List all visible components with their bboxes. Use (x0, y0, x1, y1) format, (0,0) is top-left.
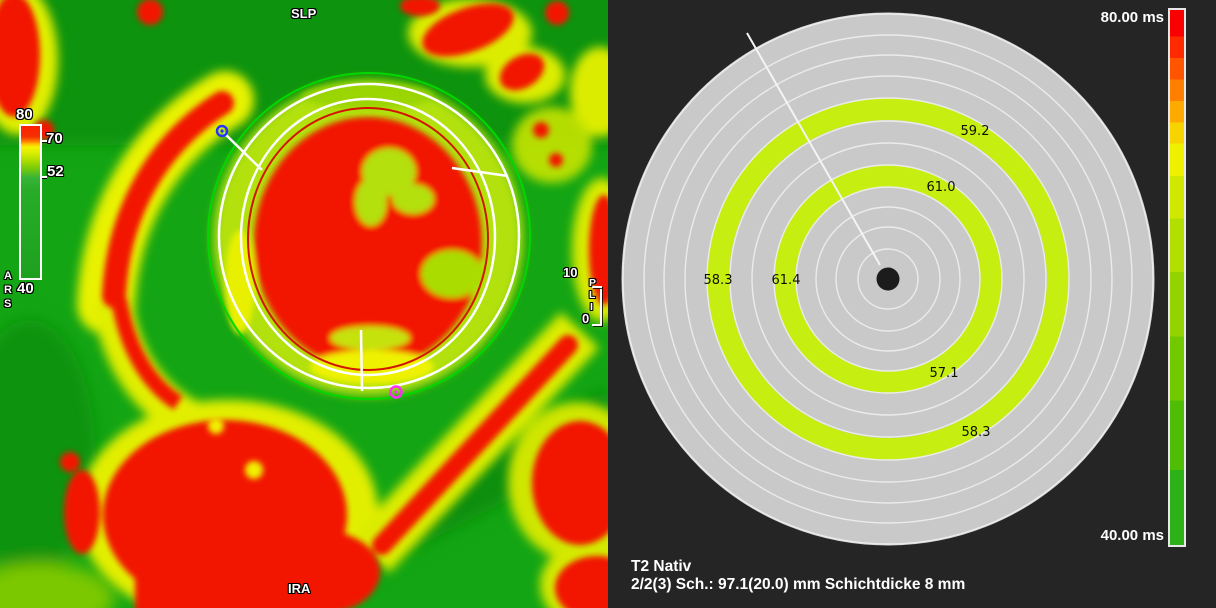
anterior-insertion-marker-dot (220, 129, 224, 133)
t2-value-outer-top: 59.2 (961, 124, 990, 139)
bullseye-inner-highlight-ring[interactable] (774, 165, 1002, 393)
scale-tick-40: 40 (17, 280, 34, 297)
scale-tickmark-52 (42, 176, 47, 178)
t2-value-outer-bottom: 58.3 (962, 425, 991, 440)
bullseye-center-dot (876, 267, 900, 291)
ruler-label-10: 10 (563, 265, 578, 280)
t2-value-inner-left: 61.4 (772, 273, 801, 288)
orientation-letter-p: P (589, 277, 597, 289)
outer-offset-contour[interactable] (217, 82, 521, 390)
t2-value-inner-top: 61.0 (927, 180, 956, 195)
slice-info: 2/2(3) Sch.: 97.1(20.0) mm Schichtdicke … (631, 576, 966, 593)
t2-color-map-canvas[interactable] (0, 0, 608, 608)
series-title: T2 Nativ (631, 558, 692, 575)
map-blood-pool (208, 83, 483, 479)
contour-overlay[interactable] (207, 72, 531, 400)
ruler-tick-top (592, 286, 602, 288)
bullseye-outer-highlight-ring[interactable] (707, 98, 1069, 460)
scale-tickmark-70 (42, 140, 47, 142)
reference-angle-pointer[interactable] (746, 32, 881, 266)
bullseye-grid-circles (622, 13, 1154, 545)
inferior-insertion-marker-dot (394, 390, 398, 394)
scale-tick-52: 52 (47, 163, 64, 180)
bullseye-panel: 59.2 61.0 58.3 61.4 57.1 58.3 80.00 ms 4… (608, 0, 1216, 608)
segment-divider-inferior (359, 329, 364, 392)
ruler-line (600, 286, 602, 326)
ruler-tick-bottom (592, 324, 602, 326)
orientation-letter-s: S (4, 298, 12, 310)
scale-tick-70: 70 (46, 130, 63, 147)
anterior-insertion-marker[interactable] (215, 124, 229, 138)
orientation-label-top: SLP (291, 6, 317, 21)
window-color-scale[interactable] (19, 124, 42, 280)
series-info: T2 Nativ 2/2(3) Sch.: 97.1(20.0) mm Schi… (631, 558, 965, 594)
colorbar-min-label: 40.00 ms (1100, 527, 1164, 544)
orientation-letter-i: I (590, 301, 593, 313)
t2-value-outer-left: 58.3 (704, 273, 733, 288)
orientation-letter-l: L (589, 289, 596, 301)
orientation-label-bottom: IRA (288, 581, 311, 596)
orientation-letter-a: A (4, 270, 12, 282)
epicardial-contour[interactable] (207, 72, 531, 400)
ruler-label-0: 0 (582, 311, 590, 326)
segment-divider-lateral (451, 166, 509, 178)
endocardial-contour[interactable] (247, 107, 489, 371)
bullseye-chart[interactable]: 59.2 61.0 58.3 61.4 57.1 58.3 (608, 0, 1216, 608)
scale-tick-80: 80 (16, 106, 33, 123)
t2-value-inner-bottom: 57.1 (930, 366, 959, 381)
map-red-regions (0, 0, 608, 608)
colorbar-max-label: 80.00 ms (1100, 9, 1164, 26)
inner-offset-contour[interactable] (239, 97, 497, 377)
segment-divider-anterior (223, 132, 263, 171)
t2-colorbar[interactable] (1168, 8, 1186, 547)
inferior-insertion-marker[interactable] (389, 385, 403, 399)
t2-map-viewport[interactable]: SLP IRA A R S 80 70 52 40 10 0 P L I (0, 0, 608, 608)
orientation-letter-r: R (4, 284, 12, 296)
